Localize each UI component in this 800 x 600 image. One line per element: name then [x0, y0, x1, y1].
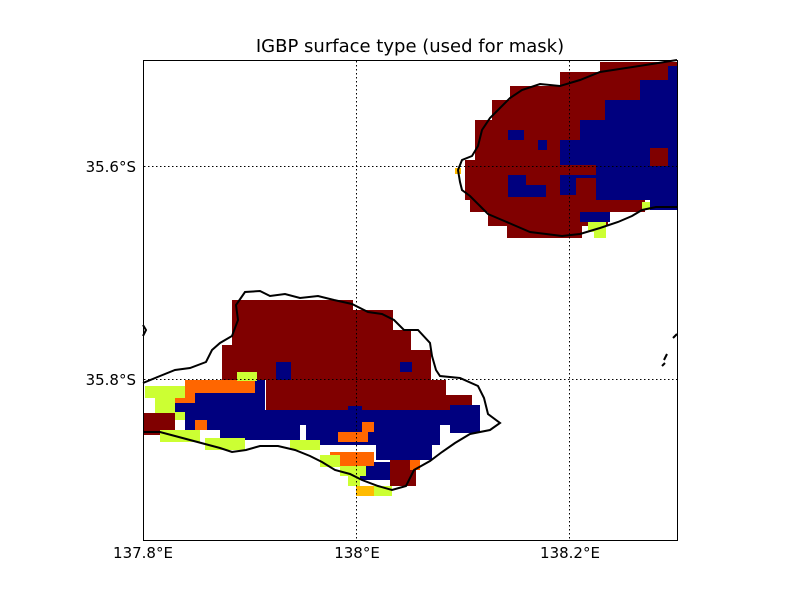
surface-cell — [640, 80, 677, 100]
surface-cell — [650, 148, 668, 166]
surface-cell — [356, 486, 374, 496]
surface-cell — [362, 422, 374, 432]
surface-cell — [145, 386, 185, 398]
surface-cell — [290, 440, 320, 450]
surface-cell — [470, 200, 645, 212]
surface-cell — [580, 212, 610, 222]
surface-cell — [594, 232, 606, 238]
surface-cell — [185, 380, 255, 393]
surface-cell — [411, 350, 431, 380]
surface-cell — [650, 200, 677, 210]
surface-cell — [353, 310, 393, 380]
surface-cell — [320, 455, 340, 467]
surface-cell — [376, 445, 432, 460]
surface-cell — [576, 178, 596, 196]
surface-cell — [175, 412, 185, 420]
y-tick-label-35-6: 35.6°S — [86, 158, 136, 176]
surface-cell — [538, 140, 547, 150]
x-tick-label-138: 138°E — [334, 544, 380, 562]
surface-cell — [348, 406, 362, 420]
surface-cell — [605, 100, 677, 120]
surface-cell — [526, 185, 546, 197]
surface-cell — [338, 432, 368, 442]
y-tick-label-35-8: 35.8°S — [86, 371, 136, 389]
surface-cell — [508, 175, 526, 197]
map-title: IGBP surface type (used for mask) — [256, 36, 564, 57]
x-tick-label-137-8: 137.8°E — [113, 544, 173, 562]
surface-cell — [276, 362, 291, 380]
surface-cell — [508, 130, 524, 140]
surface-cell — [220, 425, 300, 440]
surface-cell — [668, 66, 677, 80]
surface-cell — [596, 165, 677, 200]
surface-cell — [400, 362, 412, 372]
surface-cell — [205, 438, 245, 450]
surface-cell — [155, 398, 175, 413]
surface-cell — [195, 420, 207, 430]
x-tick-label-138-2: 138.2°E — [540, 544, 600, 562]
surface-cell — [450, 405, 480, 433]
surface-cell — [248, 300, 353, 380]
surface-cell — [393, 330, 411, 380]
